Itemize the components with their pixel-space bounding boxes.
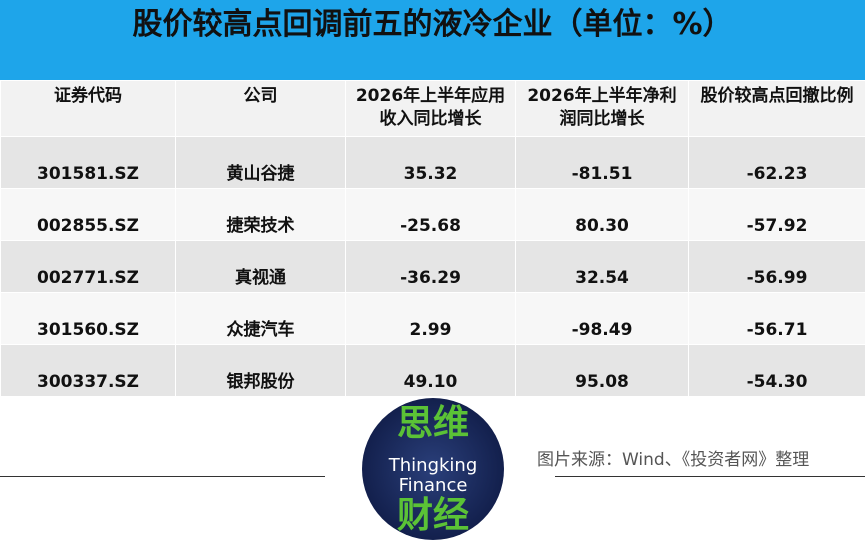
table-cell: -56.71 [688, 292, 865, 345]
table-cell: 002771.SZ [0, 240, 176, 293]
header-row: 证券代码 公司 2026年上半年应用收入同比增长 2026年上半年净利润同比增长 股价较… [0, 80, 865, 137]
source: 图片来源：Wind、《投资者网》整理 [537, 450, 810, 470]
table-row: 002771.SZ 真视通 -36.29 32.54 -56.99 [0, 240, 865, 293]
table-cell: 捷荣技术 [175, 188, 346, 241]
table-cell: -62.23 [688, 136, 865, 189]
table-cell: -56.99 [688, 240, 865, 293]
table-cell: 众捷汽车 [175, 292, 346, 345]
table-cell: 301560.SZ [0, 292, 176, 345]
logo-text: 财经 [396, 495, 469, 536]
table-cell: 35.32 [345, 136, 516, 189]
rule [0, 476, 325, 477]
title: 股价较高点回调前五的液冷企业（单位：%） [0, 0, 865, 80]
column-header: 证券代码 [0, 80, 176, 137]
table-cell: -25.68 [345, 188, 516, 241]
table-body: 301581.SZ 黄山谷捷 35.32 -81.51 -62.23 002855.SZ 捷… [0, 136, 865, 397]
table-cell: 300337.SZ [0, 344, 176, 397]
table-cell: 真视通 [175, 240, 346, 293]
logo-text: 思维 [396, 403, 469, 444]
column-header: 公司 [175, 80, 346, 137]
table-row: 301581.SZ 黄山谷捷 35.32 -81.51 -62.23 [0, 136, 865, 189]
column-header: 股价较高点回撤比例 [688, 80, 865, 137]
table-cell: 49.10 [345, 344, 516, 397]
table-cell: 银邦股份 [175, 344, 346, 397]
table-cell: -36.29 [345, 240, 516, 293]
table-cell: -98.49 [515, 292, 689, 345]
table-cell: 32.54 [515, 240, 689, 293]
table-cell: 2.99 [345, 292, 516, 345]
logo-text: Thingking [388, 455, 478, 476]
table-row: 301560.SZ 众捷汽车 2.99 -98.49 -56.71 [0, 292, 865, 345]
table-cell: 002855.SZ [0, 188, 176, 241]
table-cell: 95.08 [515, 344, 689, 397]
table-cell: 80.30 [515, 188, 689, 241]
table-cell: -81.51 [515, 136, 689, 189]
table-row: 300337.SZ 银邦股份 49.10 95.08 -54.30 [0, 344, 865, 397]
column-header: 2026年上半年应用收入同比增长 [345, 80, 516, 137]
table-cell: 黄山谷捷 [175, 136, 346, 189]
table-row: 002855.SZ 捷荣技术 -25.68 80.30 -57.92 [0, 188, 865, 241]
column-header: 2026年上半年净利润同比增长 [515, 80, 689, 137]
rule [555, 476, 865, 477]
table: 证券代码 公司 2026年上半年应用收入同比增长 2026年上半年净利润同比增长 股价较… [0, 80, 865, 397]
logo-text: Finance [398, 475, 468, 496]
table-cell: -57.92 [688, 188, 865, 241]
logo: 思维 Thingking Finance 财经 [362, 398, 504, 540]
table-cell: -54.30 [688, 344, 865, 397]
table-cell: 301581.SZ [0, 136, 176, 189]
